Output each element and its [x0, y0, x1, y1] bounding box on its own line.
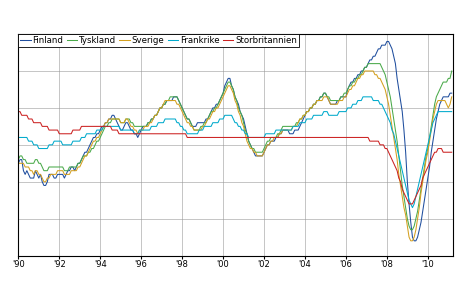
Storbritannien	[41, 125, 47, 128]
Finland	[294, 128, 299, 132]
Finland	[411, 239, 417, 243]
Storbritannien	[294, 136, 299, 139]
Finland	[449, 91, 454, 95]
Storbritannien	[295, 136, 301, 139]
Frankrike	[272, 132, 277, 135]
Tyskland	[449, 69, 454, 73]
Frankrike	[449, 110, 454, 113]
Finland	[272, 139, 277, 143]
Storbritannien	[406, 202, 412, 206]
Frankrike	[295, 125, 301, 128]
Finland	[41, 184, 47, 187]
Sverige	[272, 136, 277, 139]
Tyskland	[294, 121, 299, 124]
Line: Tyskland: Tyskland	[18, 64, 452, 230]
Line: Sverige: Sverige	[18, 71, 452, 241]
Sverige	[16, 162, 21, 165]
Storbritannien	[449, 151, 454, 154]
Line: Finland: Finland	[18, 41, 452, 241]
Sverige	[362, 69, 367, 73]
Tyskland	[295, 121, 301, 124]
Frankrike	[41, 147, 47, 150]
Frankrike	[410, 206, 415, 209]
Frankrike	[294, 125, 299, 128]
Frankrike	[159, 121, 164, 124]
Line: Storbritannien: Storbritannien	[18, 112, 452, 204]
Storbritannien	[16, 110, 21, 113]
Storbritannien	[159, 132, 164, 135]
Sverige	[295, 121, 301, 124]
Finland	[295, 128, 301, 132]
Finland	[16, 162, 21, 165]
Tyskland	[272, 136, 277, 139]
Finland	[384, 40, 390, 43]
Finland	[159, 106, 164, 110]
Frankrike	[16, 136, 21, 139]
Tyskland	[41, 169, 47, 172]
Sverige	[449, 95, 454, 99]
Legend: Finland, Tyskland, Sverige, Frankrike, Storbritannien: Finland, Tyskland, Sverige, Frankrike, S…	[18, 34, 299, 47]
Sverige	[41, 180, 47, 183]
Tyskland	[16, 158, 21, 161]
Frankrike	[365, 95, 371, 99]
Finland	[364, 66, 369, 69]
Storbritannien	[364, 136, 369, 139]
Storbritannien	[272, 136, 277, 139]
Tyskland	[408, 228, 414, 231]
Tyskland	[364, 66, 369, 69]
Sverige	[294, 125, 299, 128]
Sverige	[365, 69, 371, 73]
Sverige	[408, 239, 414, 243]
Tyskland	[365, 62, 371, 65]
Frankrike	[360, 95, 366, 99]
Tyskland	[159, 106, 164, 110]
Sverige	[159, 106, 164, 110]
Line: Frankrike: Frankrike	[18, 97, 452, 208]
